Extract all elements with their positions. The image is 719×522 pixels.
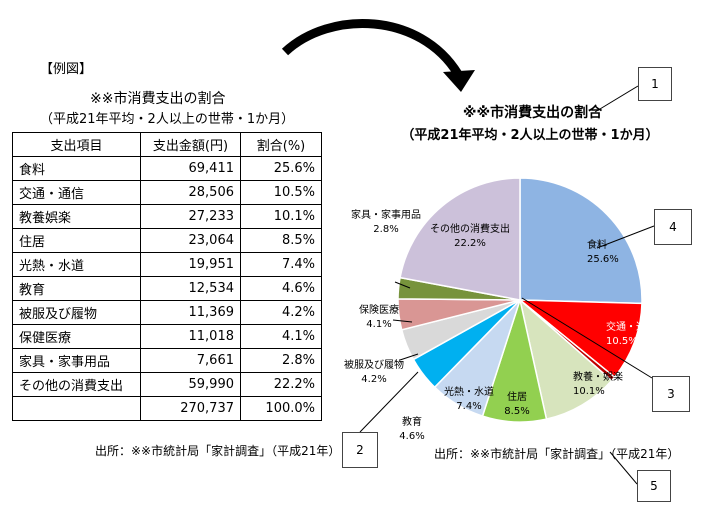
- callout-box-1: 1: [638, 67, 672, 101]
- table-row: 住居 23,064 8.5%: [12, 228, 322, 253]
- slice-label: 食料: [587, 238, 607, 251]
- slice-value-label: 4.1%: [366, 319, 391, 330]
- table-cell-percent: 7.4%: [240, 252, 322, 277]
- chart-title: ※※市消費支出の割合: [462, 105, 603, 121]
- slice-value-label: 4.6%: [399, 431, 424, 442]
- slice-label: 家具・家事用品: [351, 208, 421, 221]
- table-row: 教育 12,534 4.6%: [12, 276, 322, 301]
- leader-line: [359, 371, 419, 433]
- table-cell-amount: 19,951: [140, 252, 241, 277]
- table-cell-amount: 59,990: [140, 372, 241, 397]
- table-cell-percent: 4.1%: [240, 324, 322, 349]
- table-cell-amount: 11,018: [140, 324, 241, 349]
- table-cell-amount: 7,661: [140, 348, 241, 373]
- slice-value-label: 25.6%: [587, 254, 619, 265]
- table-cell-percent: 10.1%: [240, 204, 322, 229]
- header-item: 支出項目: [12, 132, 141, 157]
- pie-slice: [517, 299, 643, 379]
- expenditure-table: 支出項目 支出金額(円) 割合(%) 食料 69,411 25.6% 交通・通信 28…: [12, 132, 322, 421]
- slice-label: その他の消費支出: [430, 222, 510, 235]
- table-row: 食料 69,411 25.6%: [12, 156, 322, 181]
- slice-value-label: 10.5%: [606, 336, 638, 347]
- slice-value-label: 2.8%: [373, 224, 398, 235]
- example-label: 【例図】: [40, 62, 93, 77]
- table-cell-percent: 10.5%: [240, 180, 322, 205]
- pie-slice: [519, 177, 643, 305]
- table-cell-item: 教育: [12, 276, 141, 301]
- table-cell-amount: 27,233: [140, 204, 241, 229]
- callout-box-5: 5: [637, 470, 671, 502]
- slice-value-label: 7.4%: [456, 401, 481, 412]
- table-cell-amount: 69,411: [140, 156, 241, 181]
- curved-arrow-head: [443, 70, 475, 92]
- table-cell-amount: 270,737: [140, 396, 241, 421]
- table-row: 教養娯楽 27,233 10.1%: [12, 204, 322, 229]
- table-cell-item: 光熱・水道: [12, 252, 141, 277]
- slice-label: 教養・娯楽: [573, 370, 623, 383]
- table-row: 交通・通信 28,506 10.5%: [12, 180, 322, 205]
- header-percent: 割合(%): [240, 132, 322, 157]
- callout-box-4: 4: [654, 209, 692, 245]
- leader-line: [394, 281, 411, 289]
- slice-value-label: 10.1%: [573, 386, 605, 397]
- table-total-row: 270,737 100.0%: [12, 396, 322, 421]
- pie-slice: [518, 297, 613, 420]
- table-row: 家具・家事用品 7,661 2.8%: [12, 348, 322, 373]
- callout-box-3: 3: [652, 376, 690, 412]
- table-cell-percent: 22.2%: [240, 372, 322, 397]
- slice-label: 被服及び履物: [344, 358, 404, 371]
- slice-label: 保険医療: [359, 303, 399, 316]
- slice-label: 光熱・水道: [444, 385, 494, 398]
- table-row: 光熱・水道 19,951 7.4%: [12, 252, 322, 277]
- leader-line: [392, 319, 413, 323]
- table-cell-percent: 25.6%: [240, 156, 322, 181]
- table-cell-item: 交通・通信: [12, 180, 141, 205]
- table-cell-percent: 2.8%: [240, 348, 322, 373]
- table-row: その他の消費支出 59,990 22.2%: [12, 372, 322, 397]
- table-cell-item: 保健医療: [12, 324, 141, 349]
- slice-value-label: 4.2%: [361, 374, 386, 385]
- table-title: ※※市消費支出の割合: [90, 91, 226, 107]
- leader-line: [609, 451, 638, 485]
- table-cell-item: 食料: [12, 156, 141, 181]
- table-cell-item: [12, 396, 141, 421]
- chart-subtitle: （平成21年平均・2人以上の世帯・1か月）: [401, 128, 659, 143]
- table-cell-percent: 100.0%: [240, 396, 322, 421]
- curved-arrow-icon: [281, 19, 462, 77]
- callout-box-2: 2: [342, 432, 378, 468]
- table-header-row: 支出項目 支出金額(円) 割合(%): [12, 132, 322, 157]
- slice-value-label: 22.2%: [454, 238, 486, 249]
- slice-label: 住居: [507, 390, 527, 403]
- leader-line: [596, 225, 655, 249]
- table-subtitle: （平成21年平均・2人以上の世帯・1か月）: [40, 112, 295, 127]
- leader-line: [399, 353, 419, 361]
- leader-line: [594, 85, 639, 113]
- chart-source: 出所：※※市統計局「家計調査」（平成21年）: [434, 447, 680, 461]
- slice-label: 交通・通信: [606, 320, 656, 333]
- leader-line: [521, 297, 653, 379]
- table-row: 保健医療 11,018 4.1%: [12, 324, 322, 349]
- pie-slice: [399, 177, 521, 301]
- slice-label: 教育: [402, 415, 422, 428]
- table-cell-percent: 4.2%: [240, 300, 322, 325]
- table-cell-item: 家具・家事用品: [12, 348, 141, 373]
- slice-value-label: 8.5%: [504, 406, 529, 417]
- header-amount: 支出金額(円): [140, 132, 241, 157]
- table-source: 出所：※※市統計局「家計調査」（平成21年）: [95, 444, 341, 458]
